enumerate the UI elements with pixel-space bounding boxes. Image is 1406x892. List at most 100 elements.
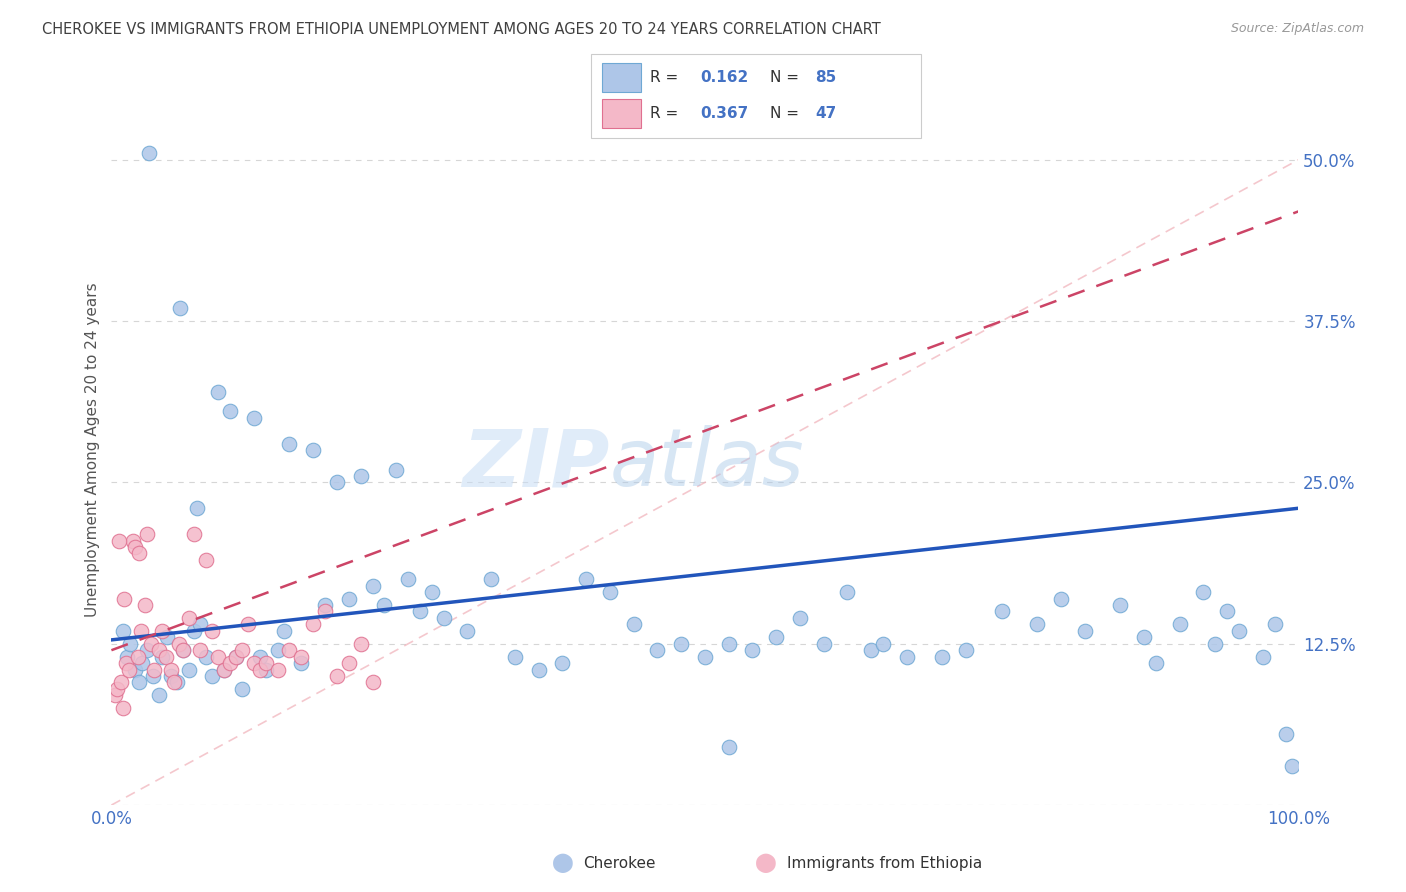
Point xyxy=(249,649,271,664)
Point xyxy=(1227,624,1250,638)
Point xyxy=(1073,624,1095,638)
Point xyxy=(273,624,295,638)
Point xyxy=(314,605,336,619)
Point xyxy=(121,533,143,548)
Point xyxy=(623,617,645,632)
Point xyxy=(243,656,266,670)
Point xyxy=(254,656,277,670)
Point xyxy=(172,643,194,657)
Point xyxy=(717,739,740,754)
Text: CHEROKEE VS IMMIGRANTS FROM ETHIOPIA UNEMPLOYMENT AMONG AGES 20 TO 24 YEARS CORR: CHEROKEE VS IMMIGRANTS FROM ETHIOPIA UNE… xyxy=(42,22,882,37)
Point xyxy=(212,663,235,677)
Point xyxy=(172,643,194,657)
Point xyxy=(1281,759,1303,773)
Point xyxy=(231,681,253,696)
Point xyxy=(138,146,160,161)
Point xyxy=(207,649,229,664)
Point xyxy=(931,649,953,664)
Point xyxy=(177,611,200,625)
Point xyxy=(156,630,179,644)
Text: ZIP: ZIP xyxy=(463,425,610,503)
Point xyxy=(128,546,150,560)
Point xyxy=(990,605,1012,619)
Text: atlas: atlas xyxy=(610,425,804,503)
Point xyxy=(420,585,443,599)
Point xyxy=(139,637,162,651)
Point xyxy=(1275,727,1298,741)
Point xyxy=(575,572,598,586)
Point xyxy=(350,637,373,651)
Point xyxy=(266,663,288,677)
Point xyxy=(166,675,188,690)
Point xyxy=(1168,617,1191,632)
Point xyxy=(373,598,395,612)
Point xyxy=(236,617,259,632)
Point xyxy=(152,624,174,638)
Point xyxy=(112,701,135,715)
Point xyxy=(1133,630,1156,644)
Point xyxy=(190,643,212,657)
Point xyxy=(201,624,224,638)
Point xyxy=(302,443,325,458)
Point xyxy=(326,669,349,683)
Point xyxy=(741,643,763,657)
Text: R =: R = xyxy=(650,106,678,120)
Point xyxy=(231,643,253,657)
Point xyxy=(134,598,156,612)
Point xyxy=(212,663,235,677)
Point xyxy=(1204,637,1226,651)
Point xyxy=(225,649,247,664)
Point xyxy=(186,501,208,516)
Point xyxy=(302,617,325,632)
Point xyxy=(551,656,574,670)
Point xyxy=(105,681,128,696)
Text: 0.367: 0.367 xyxy=(700,106,748,120)
Point xyxy=(136,527,159,541)
Point xyxy=(1216,605,1239,619)
Point xyxy=(142,669,165,683)
Point xyxy=(717,637,740,651)
Point xyxy=(195,553,218,567)
Point xyxy=(290,649,312,664)
Point xyxy=(1192,585,1215,599)
Y-axis label: Unemployment Among Ages 20 to 24 years: Unemployment Among Ages 20 to 24 years xyxy=(86,283,100,617)
Point xyxy=(129,624,152,638)
Text: R =: R = xyxy=(650,70,678,85)
Point xyxy=(396,572,419,586)
Point xyxy=(789,611,811,625)
Point xyxy=(350,469,373,483)
Point xyxy=(837,585,859,599)
Point xyxy=(337,656,360,670)
Point xyxy=(143,663,166,677)
Point xyxy=(361,675,384,690)
Point xyxy=(128,675,150,690)
Point xyxy=(860,643,883,657)
Point xyxy=(1026,617,1049,632)
Point xyxy=(278,643,301,657)
Point xyxy=(479,572,502,586)
Text: 85: 85 xyxy=(815,70,837,85)
Point xyxy=(669,637,692,651)
Point xyxy=(225,649,247,664)
Point xyxy=(243,411,266,425)
Point xyxy=(527,663,550,677)
Point xyxy=(254,663,277,677)
Point xyxy=(167,637,190,651)
Point xyxy=(765,630,787,644)
Point xyxy=(118,663,141,677)
Point xyxy=(107,533,129,548)
Point xyxy=(136,643,159,657)
Point xyxy=(1251,649,1274,664)
Point xyxy=(159,669,181,683)
Point xyxy=(955,643,977,657)
Point xyxy=(152,649,174,664)
Point xyxy=(207,385,229,400)
Point xyxy=(112,624,135,638)
Text: 47: 47 xyxy=(815,106,837,120)
Text: N =: N = xyxy=(770,70,800,85)
Point xyxy=(693,649,716,664)
Point xyxy=(183,624,205,638)
Point xyxy=(155,649,177,664)
Point xyxy=(110,675,132,690)
Point xyxy=(219,404,242,418)
